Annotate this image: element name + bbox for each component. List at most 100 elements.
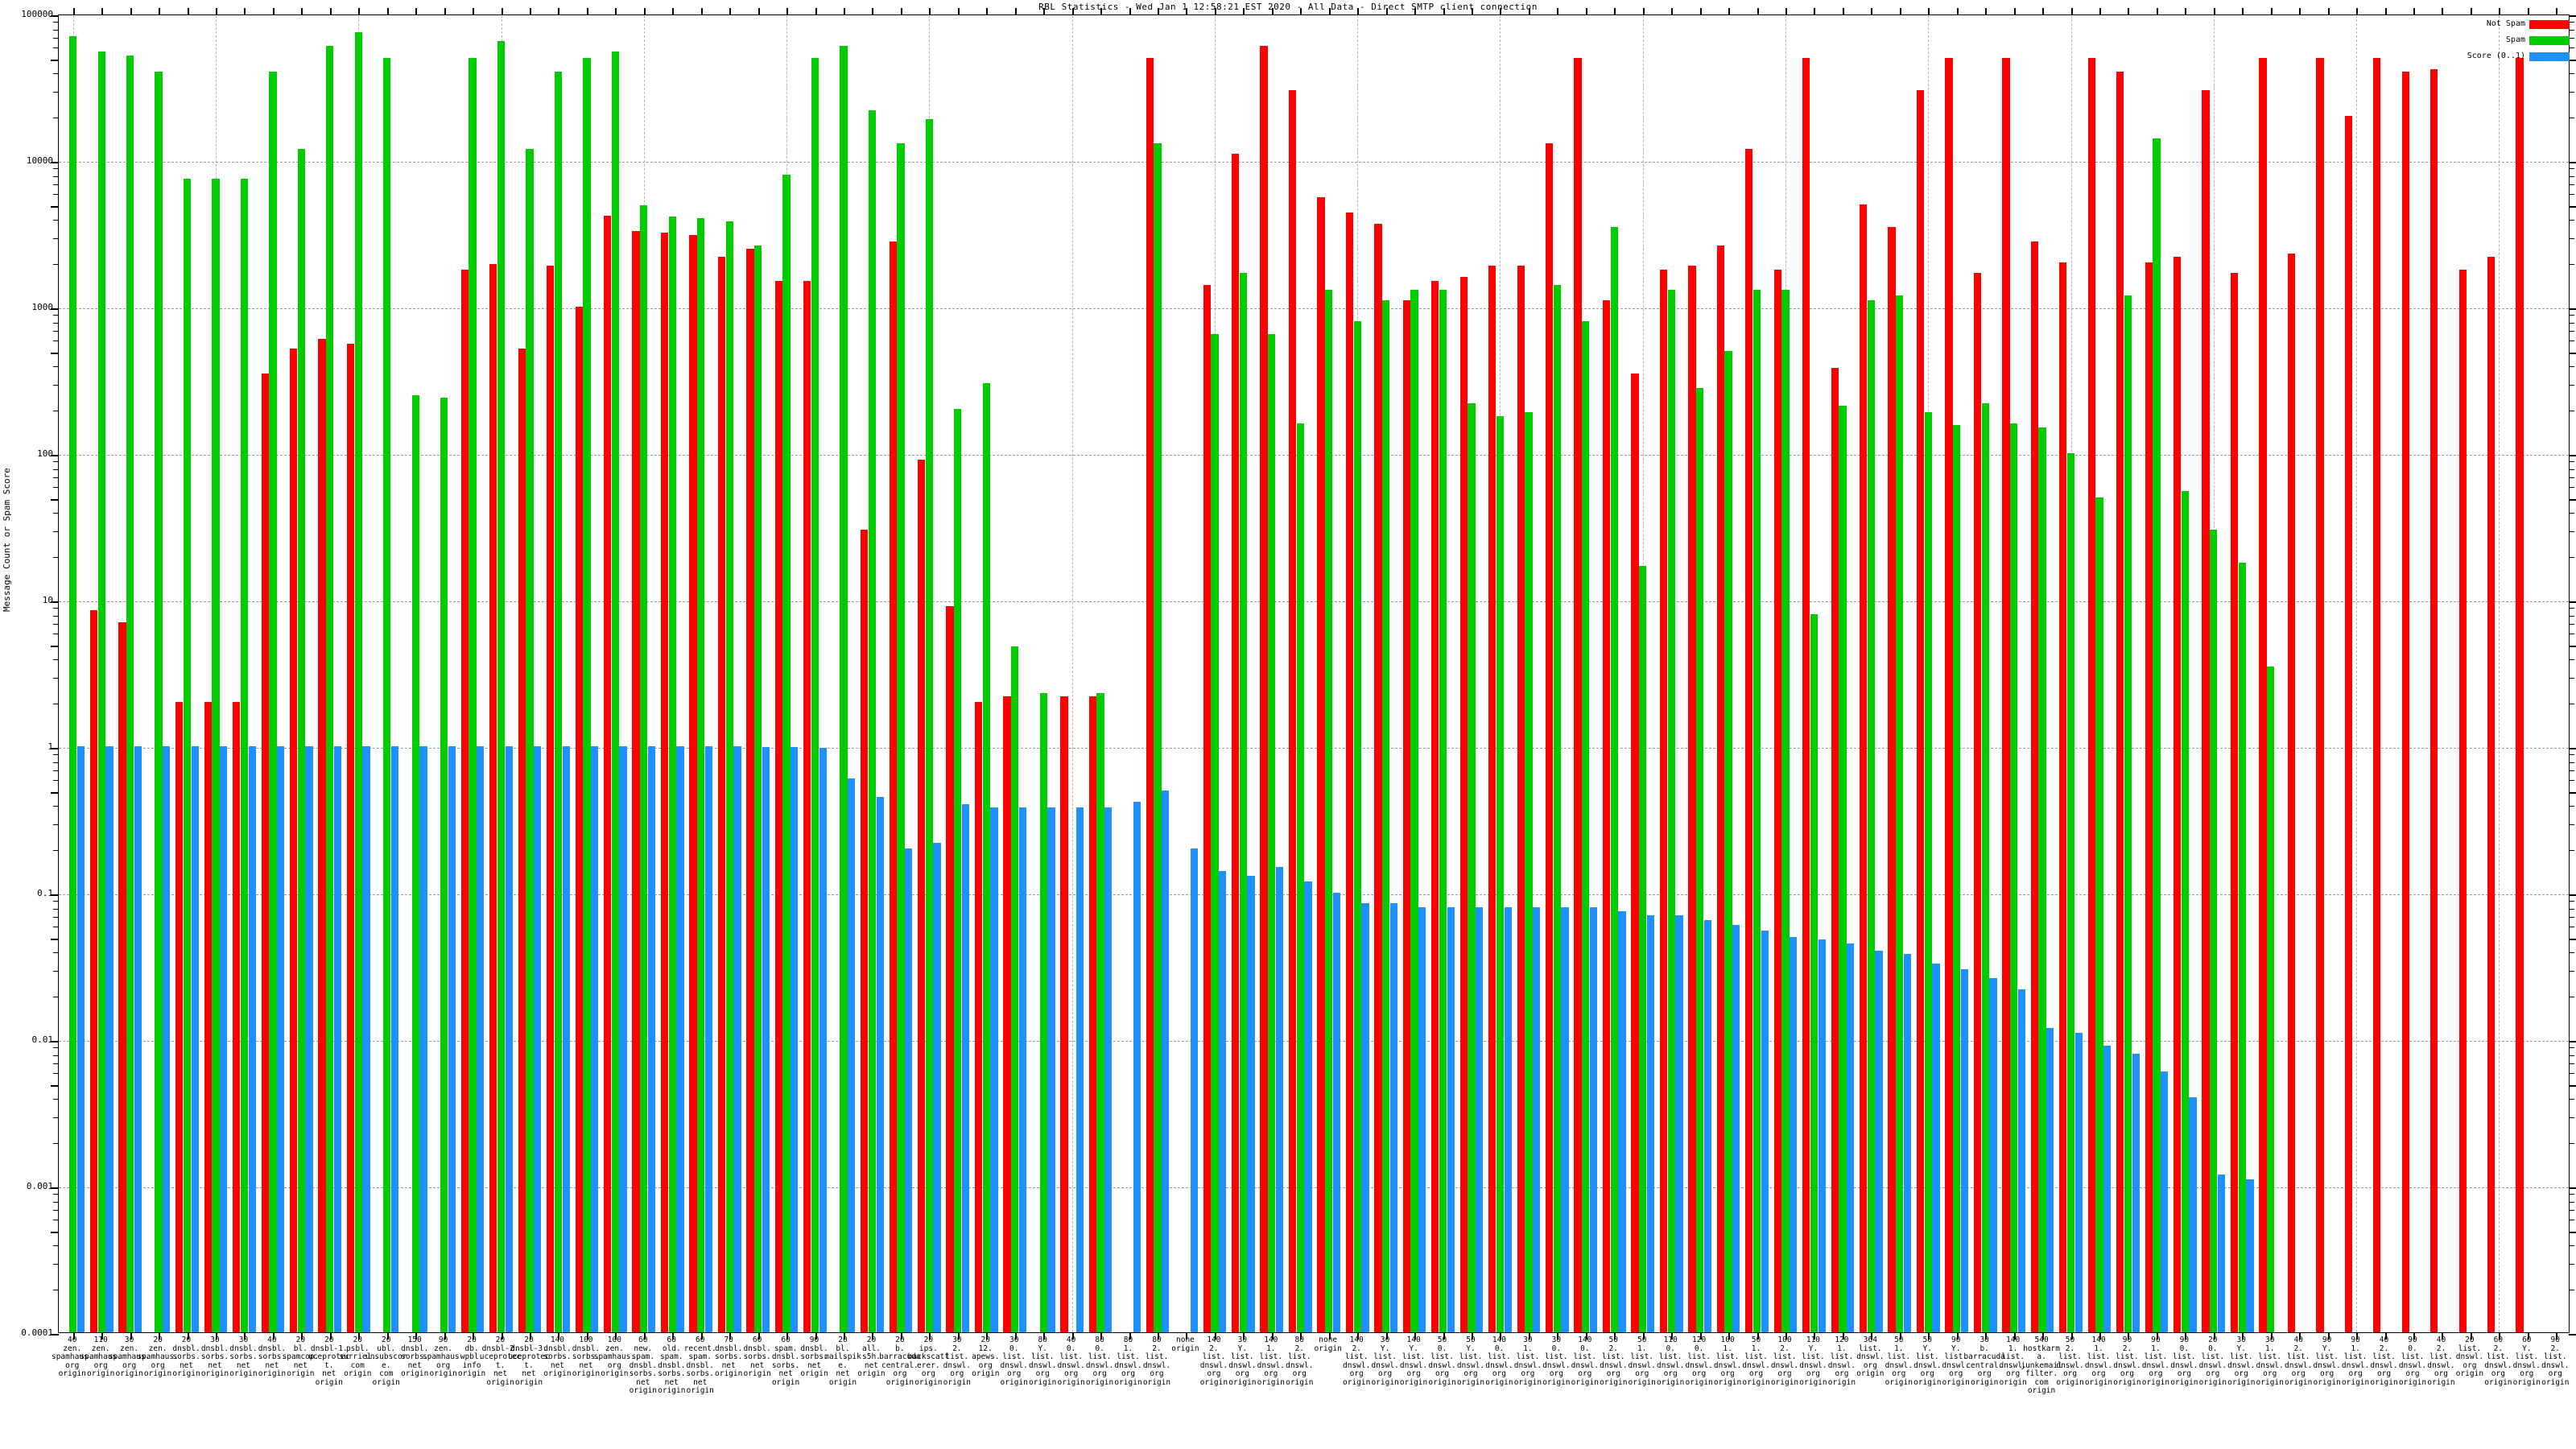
bar-not-spam [1546,143,1554,1332]
x-axis-tick-label: 120 1. list. dnswl. org origin [1827,1335,1856,1387]
bar-not-spam [1317,196,1325,1332]
bar-score [1847,943,1855,1332]
x-axis-tick-label: 150 dnsbl. sorbs. net origin [401,1335,429,1378]
x-axis-tick [1671,1332,1674,1340]
x-axis-tick-label: 80 0. list. dnswl. org origin [1085,1335,1114,1387]
y-axis-tick-minor [2569,352,2576,354]
bar-score [1162,790,1170,1332]
y-axis-tick-minor [2569,1047,2574,1049]
x-axis-tick [329,1332,332,1340]
x-axis-tick-top [1385,8,1388,15]
y-axis-tick-minor [2569,938,2576,940]
x-axis-tick [558,1332,560,1340]
bar-score [1275,866,1284,1332]
y-axis-tick-minor [53,659,59,661]
x-axis-tick [2470,1332,2472,1340]
bar-not-spam [1003,696,1011,1332]
bar-spam [668,217,676,1332]
y-axis-tick-major [2569,748,2576,749]
x-axis-tick-top [872,8,874,15]
x-axis-tick-top [1214,8,1216,15]
x-axis-tick-label: 20 dnsbl-2. uceprotect. net origin [479,1335,522,1387]
bar-spam [469,57,477,1332]
bar-score [1389,902,1397,1332]
x-axis-tick [643,1332,646,1340]
x-axis-tick [700,1332,703,1340]
x-axis-tick [815,1332,817,1340]
x-axis-tick-label: 20 12. apews. org origin [972,1335,1000,1378]
bar-not-spam [2087,57,2095,1332]
y-axis-tick-minor [2569,366,2574,368]
y-axis-tick-minor [51,938,59,940]
x-axis-tick [872,1332,874,1340]
x-axis-tick [2156,1332,2158,1340]
x-axis-tick-label: 20 dnsbl-1. uceprotect. net origin [308,1335,350,1387]
y-axis-tick-minor [51,352,59,354]
bar-score [1361,902,1369,1332]
grid-line-horizontal [59,1187,2569,1188]
bar-not-spam [1345,212,1354,1332]
bar-spam [1639,566,1647,1332]
bar-not-spam [1517,266,1525,1332]
bar-spam [1268,334,1276,1332]
y-axis-tick-minor [2569,1245,2574,1247]
bar-not-spam [1659,269,1668,1332]
y-axis-tick-minor [53,1210,59,1212]
y-axis-tick-minor [2569,477,2574,479]
bar-not-spam [1374,223,1382,1332]
bar-not-spam [2202,90,2210,1332]
x-axis-tick-label: 140 0. list. dnswl. org origin [1485,1335,1513,1387]
x-axis-tick-top [1014,8,1017,15]
grid-line-horizontal [59,601,2569,602]
y-axis-tick-minor [2569,38,2574,39]
bar-not-spam [2487,256,2496,1332]
legend-item: Spam [2467,34,2570,47]
y-axis-tick-major [2569,162,2576,163]
x-axis-tick-top [1129,8,1131,15]
bar-not-spam [1488,266,1496,1332]
bar-not-spam [89,609,98,1332]
y-axis-tick-minor [53,1194,59,1195]
x-axis-tick-label: 90 2. list. dnswl. org origin [2113,1335,2141,1387]
y-axis-tick-minor [2569,1210,2574,1212]
y-axis-tick-minor [53,1117,59,1119]
x-axis-tick-label: 20 all. s5h. net origin [857,1335,886,1378]
bar-score [2161,1071,2169,1332]
x-axis-tick [729,1332,732,1340]
y-axis-tick-minor [53,513,59,514]
bar-score [1247,876,1255,1332]
y-axis-tick-minor [2569,762,2574,763]
grid-line-horizontal [59,455,2569,456]
y-axis-tick-minor [51,498,59,501]
x-axis-tick [216,1332,217,1340]
bar-score [2074,1033,2083,1332]
bar-not-spam [1688,266,1696,1332]
plot-area [51,8,2576,1340]
x-axis-tick-label: 120 0. list. dnswl. org origin [1685,1335,1713,1387]
bar-not-spam [518,348,526,1332]
x-axis-tick-label: 90 1. list. dnswl. org origin [2141,1335,2170,1387]
x-axis-tick [244,1332,246,1340]
bar-spam [1011,646,1019,1332]
x-axis-tick [986,1332,989,1340]
x-axis-tick-top [1043,8,1046,15]
bar-spam [782,174,791,1332]
y-axis-title: Message Count or Spam Score [2,468,12,612]
y-axis-tick-minor [53,1063,59,1065]
y-axis-tick-minor [53,678,59,679]
x-axis-tick-label: 140 1. list. dnswl. org origin [2084,1335,2113,1387]
x-axis-tick-top [1300,8,1302,15]
x-axis-tick [444,1332,446,1340]
y-axis-tick-major [2569,1041,2576,1042]
y-axis-tick-minor [2569,608,2574,609]
y-axis-tick-minor [2569,59,2576,61]
y-axis-tick-minor [51,1084,59,1087]
y-axis-tick-minor [2569,901,2574,902]
bar-spam [811,57,819,1332]
bar-spam [1382,300,1390,1332]
y-axis-tick-minor [53,608,59,609]
x-axis-tick-top [986,8,989,15]
x-axis-tick [530,1332,531,1340]
x-axis-tick-label: 100 2. list. dnswl. org origin [1770,1335,1799,1387]
y-axis-tick-minor [53,331,59,332]
